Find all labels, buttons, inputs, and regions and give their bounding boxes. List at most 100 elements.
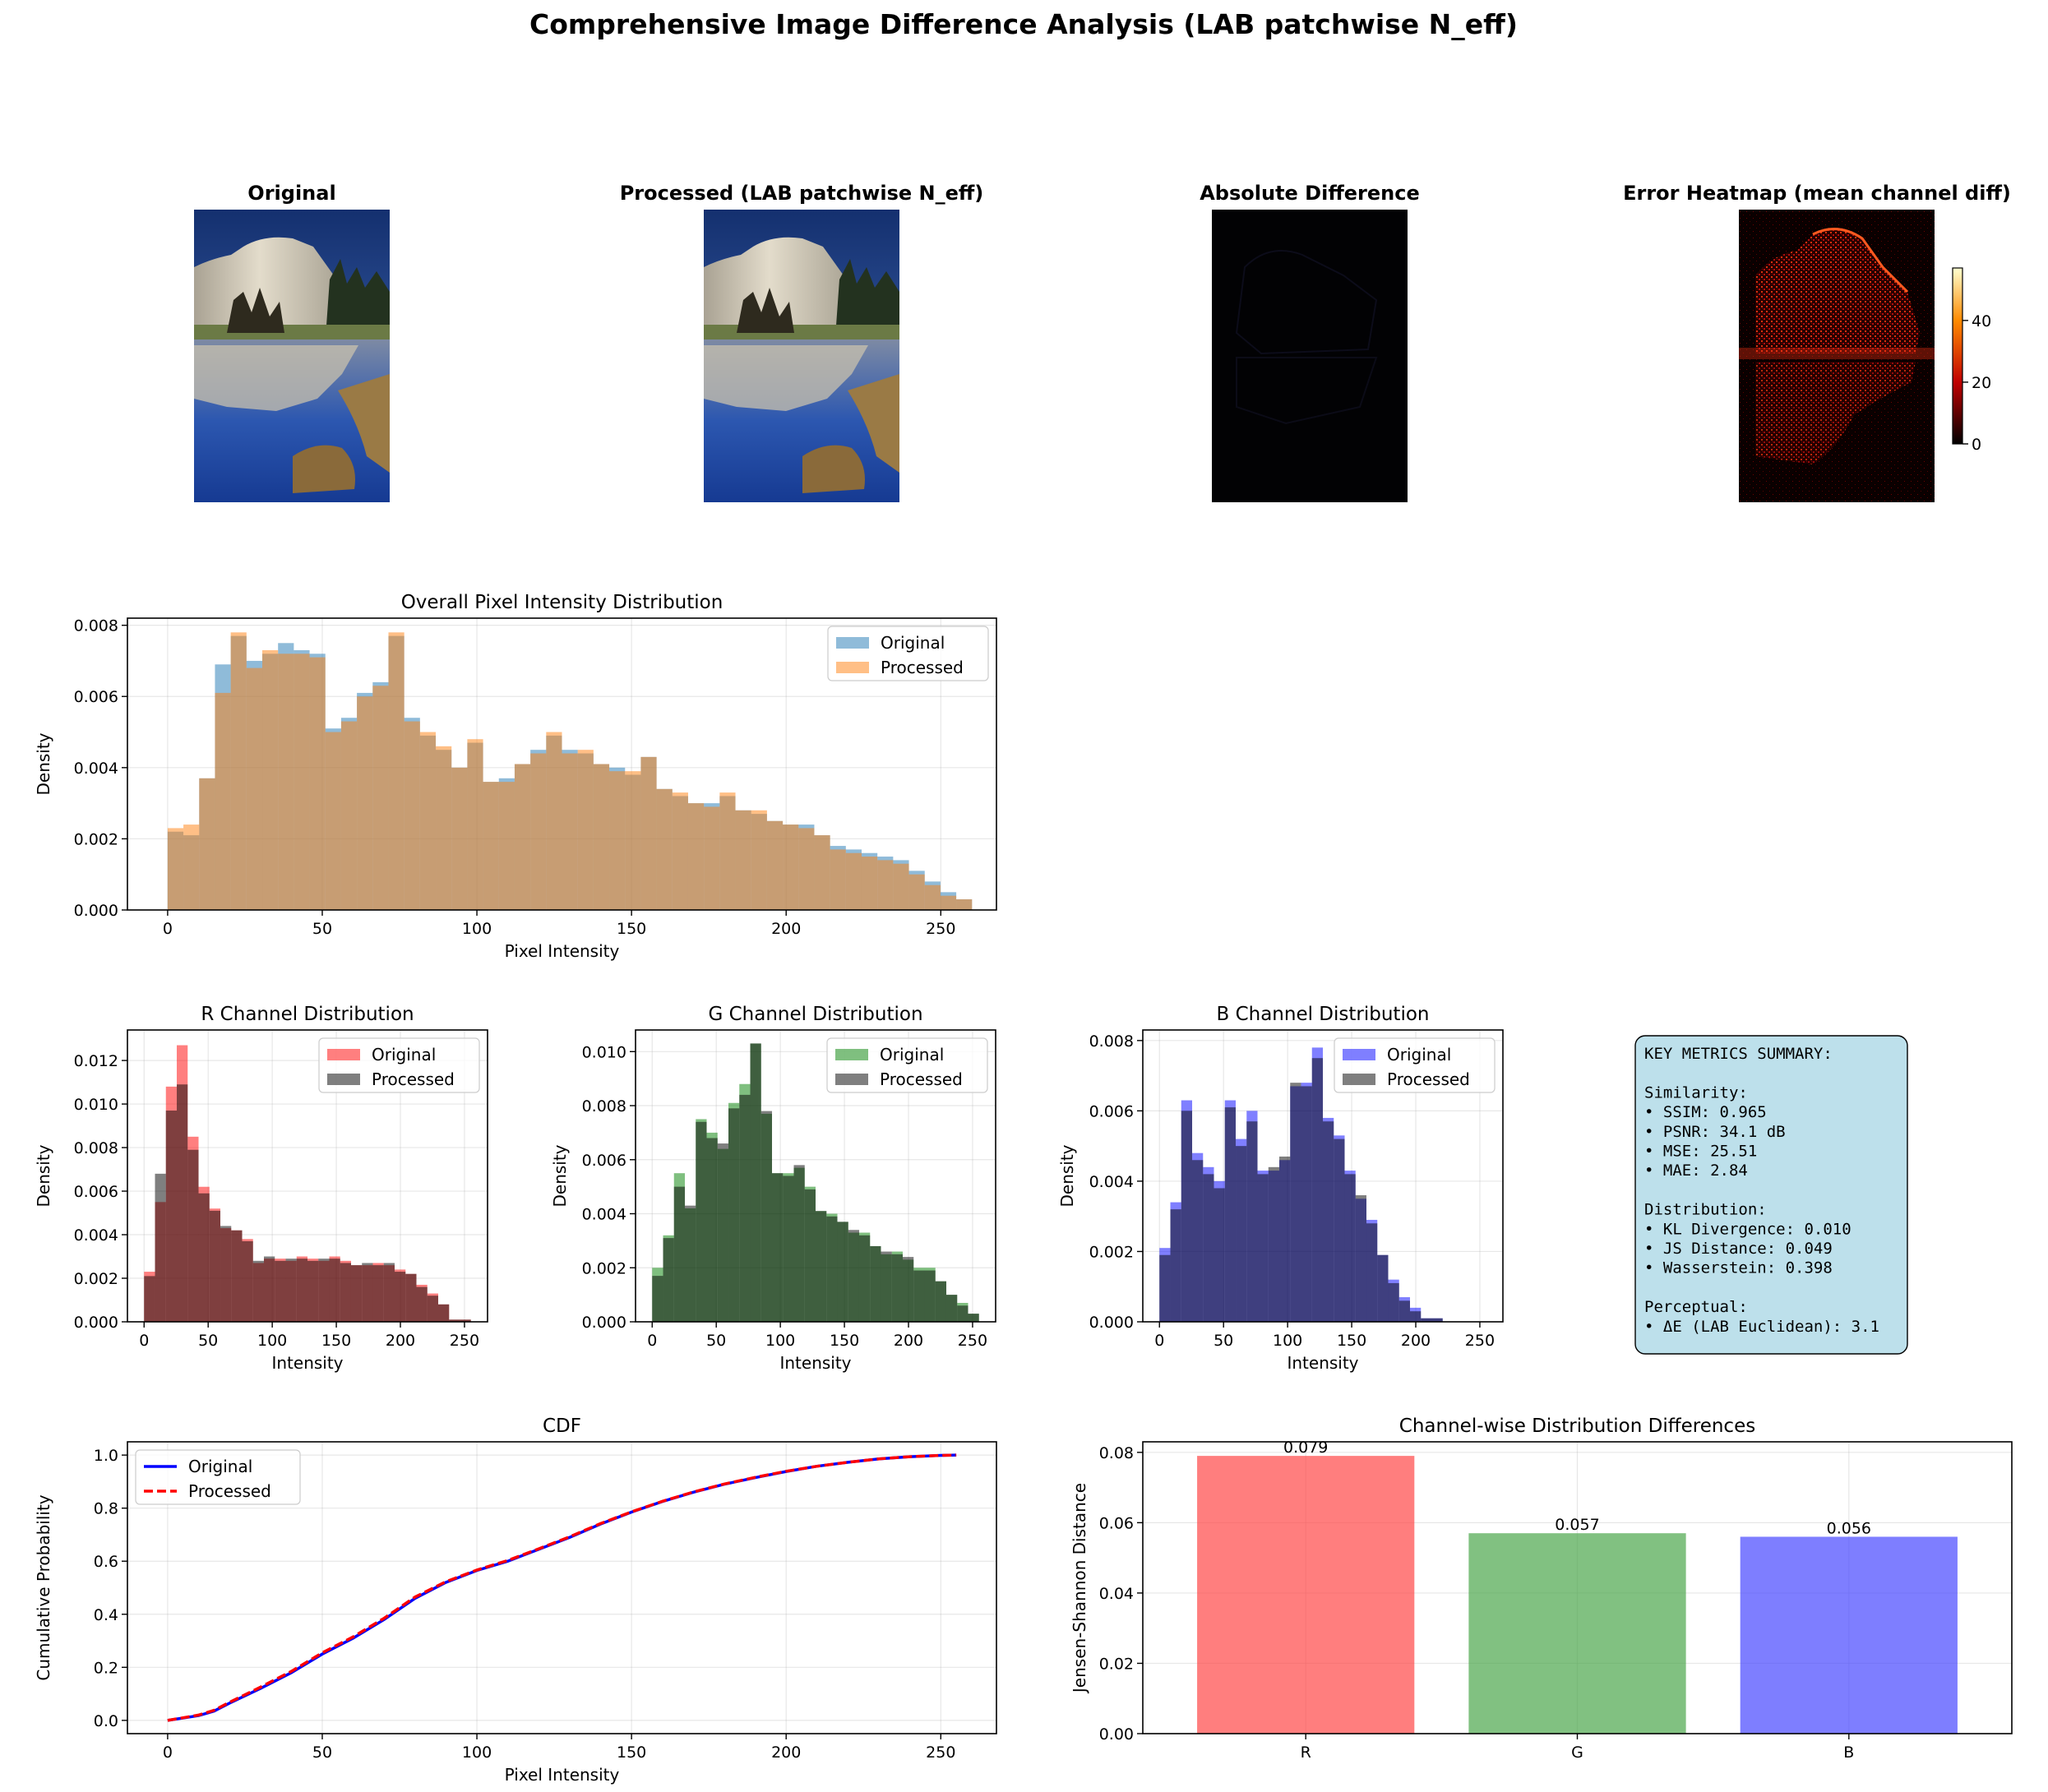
histogram-bar — [750, 1043, 761, 1322]
x-tick-label: 150 — [617, 920, 646, 938]
histogram-bar — [924, 1270, 936, 1322]
y-tick-label: 0.000 — [74, 902, 118, 920]
axes-frame — [1142, 1029, 1504, 1323]
histogram-bar — [1268, 1166, 1280, 1322]
y-tick-label: 0.6 — [94, 1553, 118, 1571]
histogram-bar — [155, 1173, 166, 1322]
y-tick-label: 0.010 — [582, 1043, 626, 1061]
difference-image — [1212, 210, 1408, 502]
cdf-line-processed — [167, 1453, 957, 1722]
x-tick-label: 50 — [198, 1332, 218, 1350]
histogram-bar — [278, 654, 294, 910]
histogram-bar — [908, 874, 925, 910]
histogram-bar — [826, 1216, 838, 1322]
metrics-line: Perceptual: — [1644, 1298, 1748, 1316]
error-heatmap — [1739, 210, 1935, 502]
histogram-bar — [416, 1286, 428, 1322]
y-tick-label: 0.002 — [582, 1259, 626, 1277]
legend-label: Original — [372, 1045, 436, 1065]
histogram-bar — [296, 1259, 307, 1322]
histogram-bar — [1181, 1111, 1193, 1322]
histogram-bar — [1323, 1121, 1334, 1322]
legend-label: Processed — [188, 1481, 271, 1501]
colorbar-tick-label: 40 — [1972, 312, 1991, 330]
x-tick-label: 250 — [1465, 1332, 1495, 1350]
x-tick-label: 150 — [830, 1332, 859, 1350]
histogram-bar — [804, 1189, 816, 1322]
legend-label: Processed — [881, 658, 964, 677]
histogram-bar — [467, 739, 483, 910]
jsd-bar-value-label: 0.079 — [1283, 1439, 1328, 1457]
histogram-bar — [483, 782, 499, 910]
histogram-bar — [372, 1265, 384, 1322]
histogram-bar — [264, 1256, 275, 1322]
histogram-bar — [1334, 1138, 1345, 1322]
processed-image-title: Processed (LAB patchwise N_eff) — [620, 182, 984, 205]
histogram-bar — [687, 803, 705, 910]
metrics-line: • KL Divergence: 0.010 — [1644, 1220, 1852, 1238]
histogram-bar — [830, 849, 846, 910]
metrics-line: • MAE: 2.84 — [1644, 1162, 1748, 1180]
histogram-bar — [924, 884, 941, 910]
x-tick-label: 50 — [312, 1744, 332, 1762]
legend-swatch — [835, 1074, 868, 1085]
legend-label: Original — [880, 1045, 944, 1065]
histogram-bar — [427, 1296, 438, 1322]
y-tick-label: 0.08 — [1099, 1444, 1134, 1462]
processed-image — [704, 210, 899, 502]
y-tick-label: 0.04 — [1099, 1585, 1134, 1603]
histogram-bar — [751, 810, 767, 910]
histogram-bar — [1224, 1107, 1237, 1322]
histogram-bar — [893, 863, 909, 910]
y-tick-label: 0.008 — [582, 1097, 626, 1115]
histogram-bar — [772, 1173, 784, 1322]
chart-title: Channel-wise Distribution Differences — [1399, 1416, 1755, 1437]
metrics-line: • Wasserstein: 0.398 — [1644, 1259, 1833, 1277]
histogram-bar — [460, 1319, 471, 1322]
histogram-bar — [242, 1240, 253, 1322]
y-tick-label: 0.000 — [74, 1314, 118, 1332]
y-tick-label: 0.002 — [74, 1270, 118, 1288]
y-axis-label: Density — [1057, 1144, 1077, 1207]
histogram-bar — [325, 732, 341, 910]
legend-swatch — [835, 1049, 868, 1060]
x-axis-label: Intensity — [1287, 1353, 1358, 1373]
legend-swatch — [836, 662, 869, 673]
overall-histogram-chart: 0.000 0.002 0.004 0.006 0.008 0 50 100 150 200 250… — [34, 592, 997, 961]
histogram-bar — [231, 1230, 243, 1322]
histogram-bar — [663, 1238, 674, 1322]
x-tick-label: 100 — [257, 1332, 287, 1350]
x-tick-label: 150 — [1337, 1332, 1366, 1350]
histogram-bar — [530, 753, 547, 910]
x-tick-label: 100 — [462, 1744, 492, 1762]
y-axis-label: Density — [550, 1144, 570, 1207]
chart-title: R Channel Distribution — [201, 1004, 414, 1025]
x-axis-label: Pixel Intensity — [505, 1765, 620, 1785]
histogram-bar — [318, 1259, 330, 1322]
histogram-bar — [766, 820, 784, 910]
histogram-bar — [436, 746, 452, 910]
histogram-bar — [1257, 1174, 1269, 1322]
x-tick-label: 200 — [771, 920, 801, 938]
x-tick-label: 250 — [958, 1332, 987, 1350]
histogram-bar — [609, 771, 626, 910]
histogram-bar — [220, 1226, 232, 1322]
metrics-line: • SSIM: 0.965 — [1644, 1103, 1767, 1121]
histogram-bar — [388, 632, 405, 910]
histogram-bar — [1311, 1058, 1323, 1322]
original-image-title: Original — [247, 182, 335, 205]
chart-title: G Channel Distribution — [708, 1004, 922, 1025]
axes-frame — [127, 1441, 997, 1734]
histogram-bar — [798, 828, 815, 910]
chart-title: CDF — [543, 1416, 581, 1437]
y-tick-label: 0.2 — [94, 1659, 118, 1677]
histogram-bar — [1290, 1083, 1301, 1322]
legend-swatch — [1343, 1049, 1375, 1060]
histogram-bar — [404, 721, 420, 910]
histogram-bar — [783, 824, 799, 910]
legend-label: Original — [881, 633, 945, 653]
y-tick-label: 0.012 — [74, 1052, 118, 1070]
histogram-bar — [652, 1276, 663, 1322]
histogram-bar — [735, 810, 751, 910]
metrics-summary-box: KEY METRICS SUMMARY: Similarity:• SSIM: 0… — [1634, 1035, 1908, 1355]
